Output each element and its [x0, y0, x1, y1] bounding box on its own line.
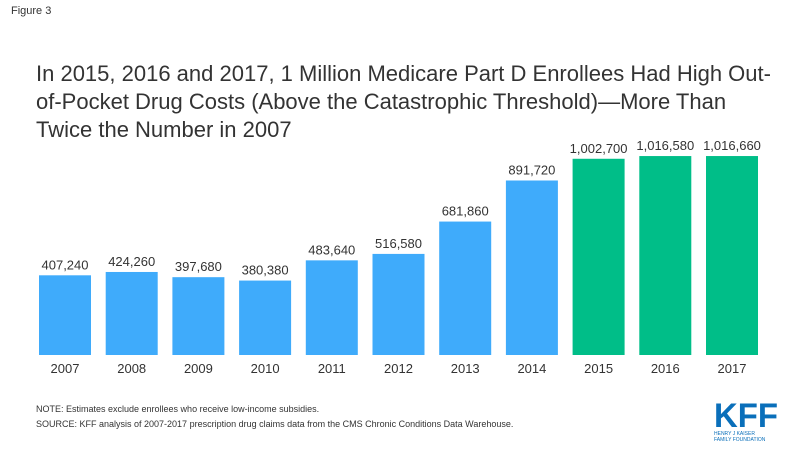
data-label: 1,002,700	[570, 141, 628, 156]
x-tick-label: 2013	[451, 361, 480, 376]
x-tick-label: 2009	[184, 361, 213, 376]
x-tick-label: 2011	[318, 361, 346, 376]
bar-2007	[39, 275, 91, 355]
bar-2010	[239, 280, 292, 355]
data-label: 516,580	[375, 236, 422, 251]
data-label: 891,720	[508, 162, 555, 177]
footnotes: NOTE: Estimates exclude enrollees who re…	[36, 402, 513, 432]
bar-2014	[505, 180, 558, 355]
bar-2016	[639, 156, 692, 355]
bar-2013	[439, 221, 492, 355]
x-tick-label: 2017	[718, 361, 747, 376]
x-tick-label: 2007	[51, 361, 80, 376]
data-label: 1,016,580	[636, 138, 694, 153]
data-label: 483,640	[308, 242, 355, 257]
bar-2015	[572, 158, 625, 355]
figure-label: Figure 3	[11, 5, 52, 17]
data-label: 681,860	[442, 204, 489, 219]
x-tick-label: 2008	[117, 361, 146, 376]
bar-2008	[105, 271, 158, 355]
bar-2011	[305, 260, 358, 355]
bar-chart: 407,240 2007 424,260 2008 397,680 2009 380,380…	[39, 138, 761, 376]
bar-2009	[172, 277, 225, 355]
x-tick-label: 2012	[384, 361, 413, 376]
svg-text:KFF: KFF	[714, 397, 778, 435]
note-text: NOTE: Estimates exclude enrollees who re…	[36, 404, 320, 414]
data-label: 1,016,660	[703, 138, 761, 153]
data-label: 424,260	[108, 254, 155, 269]
data-label: 380,380	[242, 263, 289, 278]
bar-2017	[706, 156, 758, 355]
data-label: 407,240	[42, 257, 89, 272]
data-label: 397,680	[175, 259, 222, 274]
svg-text:FAMILY FOUNDATION: FAMILY FOUNDATION	[714, 437, 766, 443]
x-tick-label: 2016	[651, 361, 680, 376]
x-tick-label: 2015	[584, 361, 613, 376]
x-tick-label: 2014	[517, 361, 546, 376]
source-text: SOURCE: KFF analysis of 2007-2017 prescr…	[36, 419, 514, 429]
chart-title: In 2015, 2016 and 2017, 1 Million Medica…	[36, 61, 771, 142]
kff-logo: KFF HENRY J KAISER FAMILY FOUNDATION	[714, 397, 778, 443]
x-tick-label: 2010	[251, 361, 280, 376]
bar-2012	[372, 253, 425, 355]
svg-text:HENRY J KAISER: HENRY J KAISER	[714, 431, 755, 437]
